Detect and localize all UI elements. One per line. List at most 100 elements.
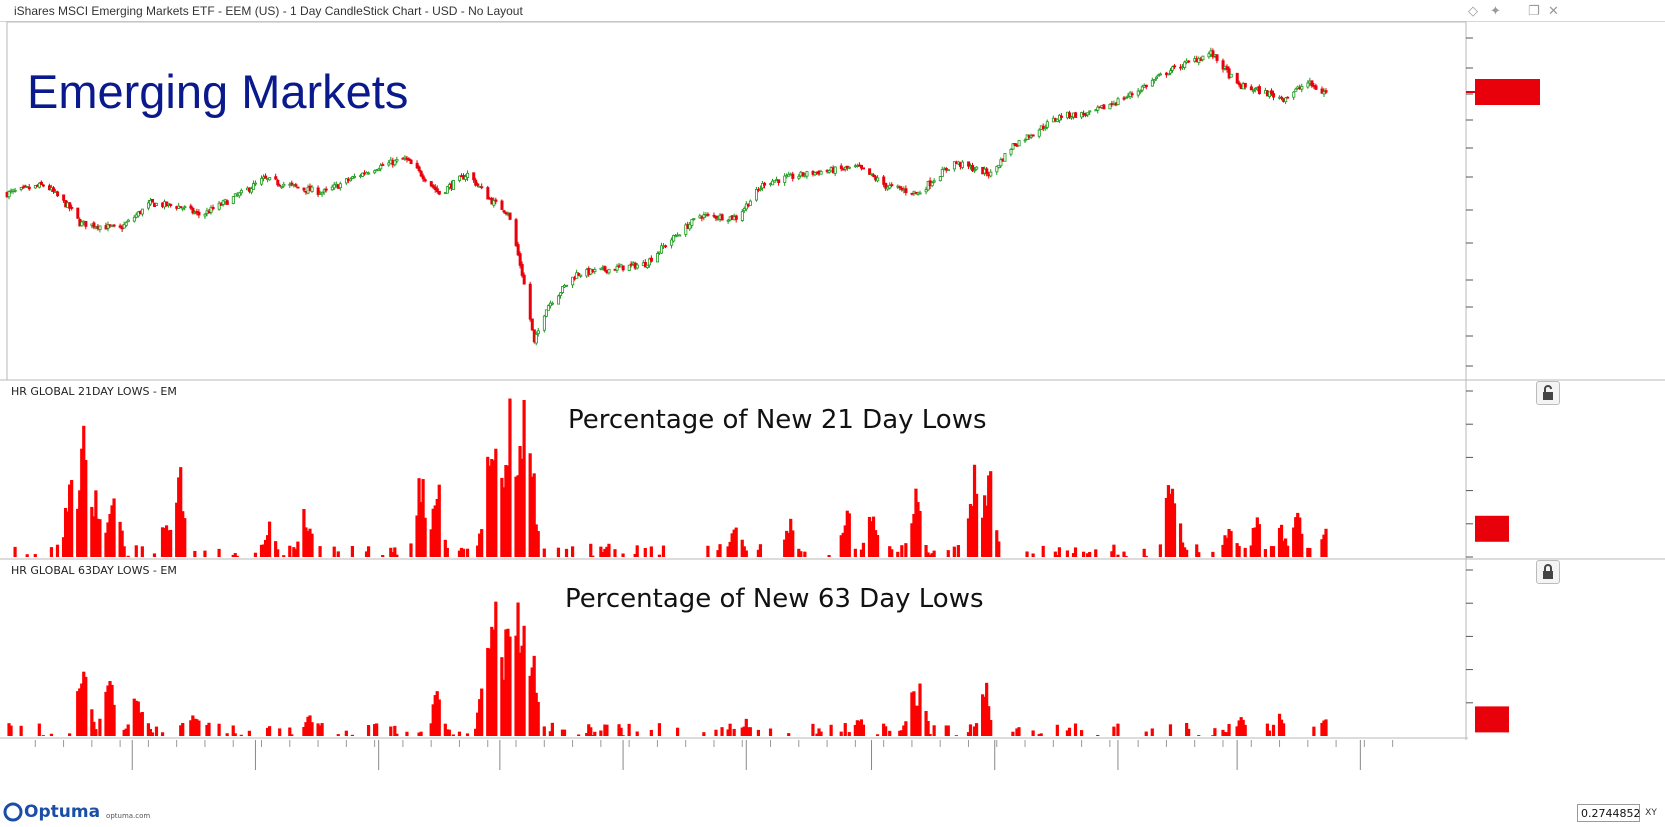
last-value-badge [1475,515,1509,542]
candle-body [458,175,462,181]
bar [366,725,371,736]
pushpin-icon[interactable]: ✦ [1490,3,1501,18]
candle-body [7,191,11,198]
close-icon[interactable]: ✕ [1548,3,1559,18]
bar [148,728,153,736]
candle-body [387,162,391,166]
bar [853,724,857,736]
candle-body [1292,91,1296,98]
bar [55,544,60,557]
axis-21day [1466,390,1509,558]
bar [516,602,520,736]
candle-body [989,171,993,177]
bar [492,460,496,557]
bar [193,718,197,736]
candle-body [870,173,874,176]
bar [716,550,720,557]
bar [633,553,637,557]
candle-body [183,206,187,209]
bar [197,720,201,736]
bar [1322,720,1326,736]
bar [193,550,197,557]
candle-body [522,274,526,285]
bar [1277,527,1282,557]
pin-icon[interactable]: ◇ [1468,3,1478,18]
candle-body [502,210,506,213]
candlestick-series [5,47,1328,346]
candle-body [754,189,758,201]
bar [522,625,526,736]
bar [92,721,96,736]
candle-body [179,206,183,208]
bar [395,554,399,557]
bar [756,729,761,736]
bar [946,550,950,557]
bar [19,725,23,736]
bar [94,729,98,736]
candle-body [1229,73,1233,78]
bar [1279,719,1284,736]
candle-body [670,239,674,246]
candle-body [1154,76,1158,79]
chart-annotation-title: Emerging Markets [27,65,408,118]
optuma-logo-text: Optuma [24,802,101,822]
bar [506,465,510,557]
candle-body [122,224,126,229]
candle-body [1068,112,1072,118]
bar [389,547,393,557]
bar [643,547,647,557]
bar [431,508,435,557]
bar [476,545,480,557]
candle-body [1183,61,1187,68]
bar [1294,517,1298,557]
candle-body [536,330,540,334]
bar [480,529,484,557]
bars-63day [7,601,1328,736]
candle-body [494,199,498,202]
bar [253,552,258,557]
bar [150,732,155,736]
bar [1271,724,1276,736]
bar [827,555,831,557]
candle-body [132,216,136,222]
bar [758,544,763,557]
bar [457,731,462,736]
candle-body [882,176,886,185]
bar [13,546,17,557]
restore-icon[interactable]: ❐ [1528,3,1540,18]
bar [542,548,546,557]
candle-body [546,305,550,311]
candle-body [288,183,292,186]
bar [310,533,314,557]
candle-body [946,169,950,172]
candle-body [740,211,744,221]
bar [80,683,84,736]
bar [946,725,950,736]
bar [33,554,37,557]
xy-toggle-button[interactable]: XY [1645,808,1657,818]
bar [910,523,914,557]
bar [657,723,662,736]
candle-body [282,183,286,187]
bar [136,701,140,736]
unlock-icon[interactable] [1536,381,1560,405]
bar [433,505,437,557]
bar [502,487,506,557]
candle-body [603,266,607,271]
lock-icon[interactable] [1536,560,1560,584]
bar [829,724,833,736]
candle-body [791,173,795,179]
candle-body [379,165,383,170]
bar [9,725,13,736]
candle-body [884,182,888,189]
bar [532,473,536,557]
bar [381,555,385,557]
bar [486,456,490,557]
bar [435,498,439,557]
bar [918,510,922,557]
candle-body [1059,115,1063,118]
bar [7,723,11,736]
coordinate-readout[interactable]: 0.2744852 [1577,804,1641,822]
bar [41,735,45,736]
